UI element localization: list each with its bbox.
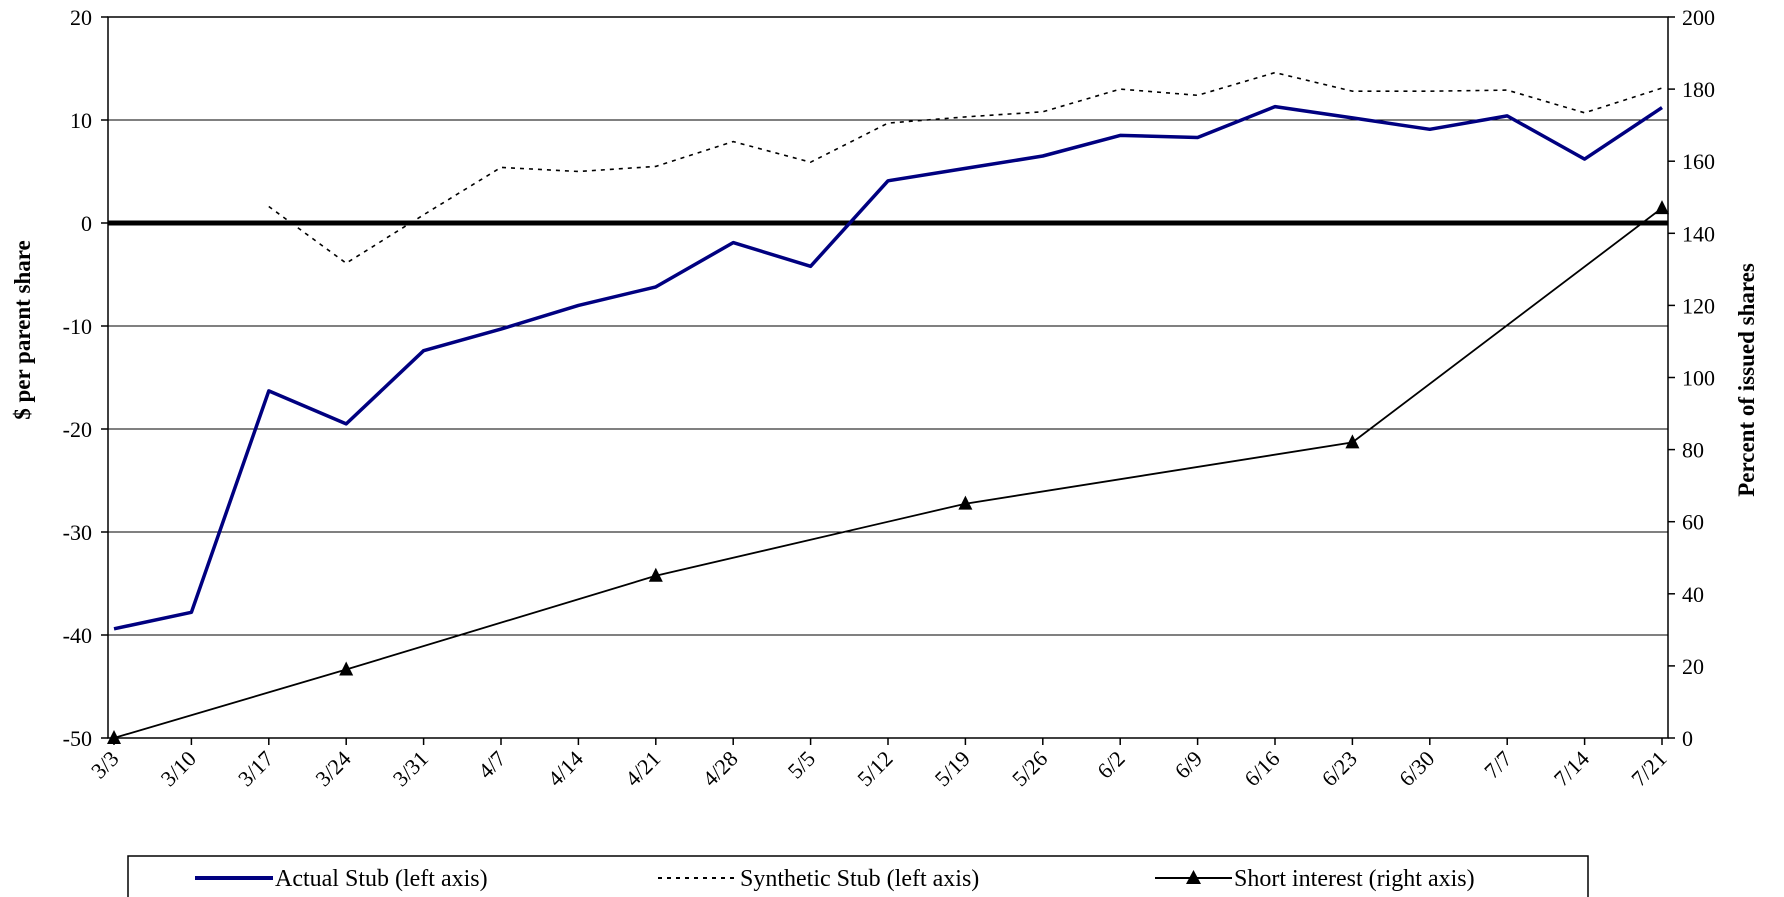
x-tick-label: 3/31 [388,746,433,791]
short-interest-point [648,567,663,582]
series-line-2 [113,207,1663,739]
left-tick-label: -20 [63,417,92,442]
plot-frame [107,16,1669,739]
x-tick-label: 3/10 [156,746,201,791]
legend: Actual Stub (left axis) Synthetic Stub (… [127,855,1589,897]
x-tick-label: 4/28 [697,746,742,791]
x-tick-label: 6/23 [1317,746,1362,791]
short-interest-point [1655,200,1669,215]
left-tick-label: 10 [70,108,92,133]
right-tick-label: 200 [1682,5,1715,30]
short-interest-point [339,661,354,676]
x-tick-label: 7/14 [1549,746,1594,791]
x-tick-label: 7/21 [1626,746,1671,791]
left-tick-label: -30 [63,520,92,545]
left-tick-label: 0 [81,211,92,236]
x-tick-label: 4/14 [543,746,588,791]
right-tick-label: 20 [1682,654,1704,679]
right-tick-label: 100 [1682,366,1715,391]
right-tick-label: 120 [1682,293,1715,318]
series-layer [107,71,1669,744]
short-interest-point [1345,434,1360,449]
x-tick-label: 4/21 [620,746,665,791]
x-tick-label: 4/7 [473,746,511,784]
x-tick-label: 5/19 [930,746,975,791]
short-interest-point [107,730,121,744]
x-tick-label: 5/12 [852,746,897,791]
left-tick-label: 20 [70,5,92,30]
x-tick-label: 3/3 [86,746,124,784]
left-tick-label: -50 [63,726,92,751]
right-tick-label: 80 [1682,438,1704,463]
short-interest-point [958,495,973,510]
legend-marker-short-interest [1186,870,1201,884]
right-axis-title: Percent of issued shares [1734,263,1759,497]
legend-label-actual-stub: Actual Stub (left axis) [275,866,488,892]
x-tick-label: 6/30 [1394,746,1439,791]
x-tick-label: 7/7 [1479,746,1517,784]
x-tick-label: 3/17 [233,746,278,791]
left-axis-ticks: 20 10 0 -10 -20 -30 -40 -50 [63,5,108,751]
series-line-0 [113,104,1663,631]
right-tick-label: 160 [1682,149,1715,174]
x-axis-ticks: 3/3 3/10 3/17 3/24 3/31 4/7 4/14 4/21 4/28 5/5 5/1… [86,738,1672,791]
right-tick-label: 180 [1682,77,1715,102]
x-tick-label: 6/9 [1170,746,1208,784]
gridlines [108,119,1668,636]
left-tick-label: -40 [63,623,92,648]
x-tick-label: 6/2 [1092,746,1130,784]
legend-box [127,855,1589,897]
right-tick-label: 40 [1682,582,1704,607]
legend-label-synthetic-stub: Synthetic Stub (left axis) [740,866,979,892]
x-tick-label: 5/26 [1007,746,1052,791]
series-line-1 [268,71,1663,265]
left-axis-title: $ per parent share [10,240,35,420]
x-tick-label: 5/5 [783,746,821,784]
right-tick-label: 140 [1682,221,1715,246]
left-tick-label: -10 [63,314,92,339]
legend-label-short-interest: Short interest (right axis) [1234,866,1475,892]
right-tick-label: 0 [1682,726,1693,751]
x-tick-label: 6/16 [1239,746,1284,791]
x-tick-label: 3/24 [310,746,355,791]
right-tick-label: 60 [1682,510,1704,535]
